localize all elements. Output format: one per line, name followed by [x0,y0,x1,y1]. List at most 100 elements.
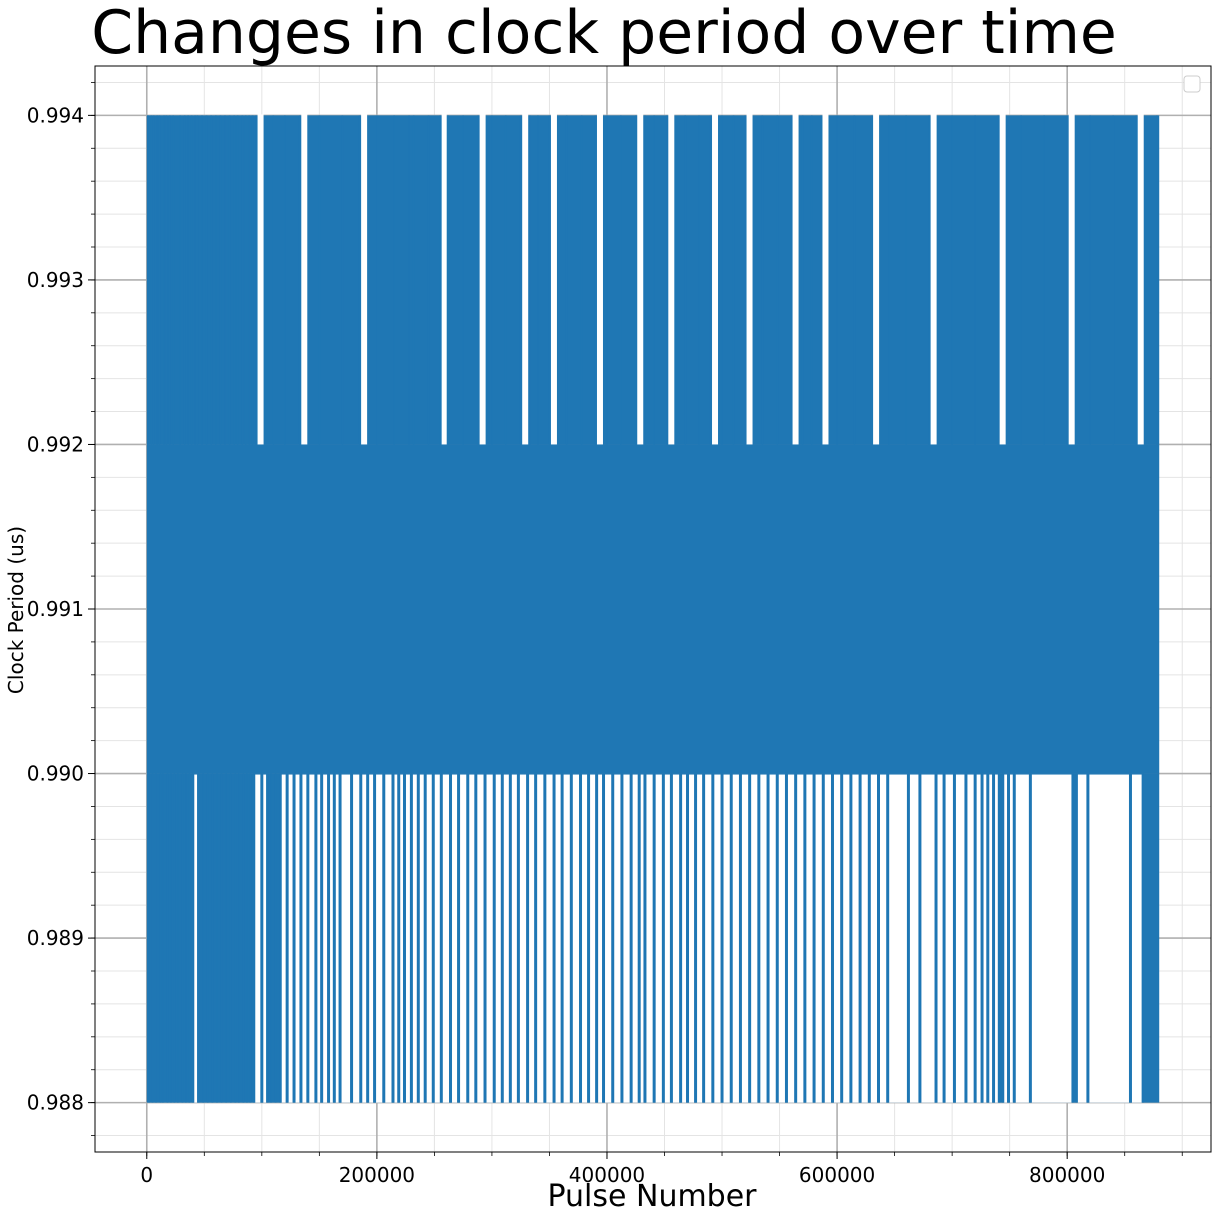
series-upper-gap [361,114,368,445]
series-lower-gap [385,774,392,1103]
series-lower-gap [889,774,907,1103]
y-tick-label: 0.990 [27,762,84,786]
series-lower-gap [861,774,868,1103]
series-upper-gap [1068,114,1075,445]
series-lower-gap [741,774,749,1103]
series-lower-gap [460,774,467,1103]
series-lower-gap [937,774,943,1103]
chart-title: Changes in clock period over time [91,0,1117,68]
series-dense-band [146,444,1160,774]
series-lower-gap [1131,774,1142,1103]
x-tick-label: 400000 [569,1163,645,1187]
series-upper-gap [792,114,799,445]
series-upper-band [146,115,1160,445]
series-lower-gap [486,774,493,1103]
series-lower-gap [309,774,315,1103]
series-lower-gap [732,774,739,1103]
series-upper-gap [596,114,603,445]
series-lower-gap [529,774,535,1103]
series-lower-gap [598,774,603,1103]
series-lower-gap [469,774,475,1103]
series-lower-gap [995,774,998,1103]
series-lower-gap [434,774,440,1103]
series-upper-gap [479,114,486,445]
series-lower-gap [967,774,974,1103]
series-lower-gap [317,774,321,1103]
series-upper-gap [1137,114,1144,445]
series-lower-gap [442,774,450,1103]
series-lower-gap [655,774,662,1103]
series-lower-gap [1031,774,1072,1103]
series-lower-gap [302,774,307,1103]
series-lower-gap [921,774,935,1103]
series-lower-gap [870,774,878,1103]
series-lower-gap [640,774,644,1103]
series-lower-gap [288,774,293,1103]
y-tick-label: 0.991 [27,597,84,621]
series-upper-gap [301,114,308,445]
series-upper-gap [550,114,557,445]
series-lower-gap [503,774,509,1103]
x-tick-label: 800000 [1029,1163,1105,1187]
series-upper-gap [930,114,937,445]
series-lower-gap [495,774,501,1103]
series-lower-gap [605,774,612,1103]
series-lower-gap [983,774,987,1103]
series-lower-gap [477,774,484,1103]
series-lower-gap [723,774,730,1103]
series-lower-gap [697,774,703,1103]
series-lower-gap [1015,774,1029,1103]
series-lower-gap [833,774,841,1103]
series-lower-gap [376,774,383,1103]
x-axis-label: Pulse Number [547,1179,757,1214]
series-lower-gap [295,774,300,1103]
series-lower-gap [537,774,544,1103]
series-upper-gap [746,114,753,445]
series-lower-gap [769,774,776,1103]
series-lower-gap [335,774,339,1103]
series-lower-gap [945,774,953,1103]
series-lower-gap [563,774,570,1103]
y-tick-label: 0.994 [27,103,84,127]
series-lower-gap [632,774,638,1103]
x-tick-label: 0 [140,1163,153,1187]
series-upper-gap [522,114,529,445]
series-lower-gap [330,774,333,1103]
series-lower-gap [1077,774,1087,1103]
series-lower-gap [682,774,687,1103]
y-tick-label: 0.988 [27,1091,84,1115]
series-lower-gap [1004,774,1008,1103]
series-lower-gap [263,774,267,1103]
series-lower-gap [689,774,695,1103]
series-lower-gap [880,774,887,1103]
series-lower-gap [989,774,993,1103]
x-tick-label: 600000 [799,1163,875,1187]
series-lower-gap [976,774,981,1103]
x-tick-label: 200000 [339,1163,415,1187]
series-lower-gap [824,774,831,1103]
series-lower-gap [672,774,680,1103]
series-lower-gap [760,774,767,1103]
series-lower-gap [1010,774,1013,1103]
series-upper-gap [668,114,675,445]
series-upper-gap [257,114,264,445]
series-lower-gap [400,774,403,1103]
series-lower-gap [751,774,758,1103]
series-upper-gap [873,114,880,445]
series-lower-gap [394,774,398,1103]
series-upper-gap [822,114,829,445]
series-lower-gap [341,774,351,1103]
series-lower-gap [353,774,360,1103]
series-lower-gap [787,774,795,1103]
series-lower-gap [555,774,561,1103]
series-lower-gap [546,774,553,1103]
y-tick-label: 0.993 [27,268,84,292]
series-lower-gap [405,774,410,1103]
series-lower-gap [1089,774,1129,1103]
series-lower-gap [815,774,822,1103]
y-axis-label: Clock Period (us) [4,526,28,694]
series-lower-gap [369,774,374,1103]
series-lower-gap [797,774,804,1103]
series-lower-gap [806,774,813,1103]
